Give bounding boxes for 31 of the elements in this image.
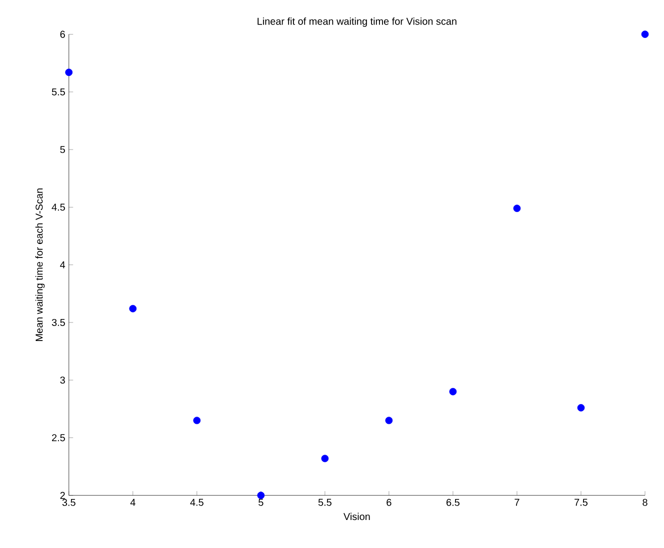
y-tick-label: 4.5 xyxy=(52,204,65,211)
x-tick-label: 5.5 xyxy=(318,498,332,506)
y-tick-label: 2.5 xyxy=(52,434,65,442)
point xyxy=(65,68,73,76)
x-tick-label: 6.5 xyxy=(446,498,460,506)
y-tick-label: 2 xyxy=(60,492,65,499)
x-tick-label: 5 xyxy=(258,498,264,506)
x-tick-label: 7 xyxy=(514,498,520,506)
x-tick-label: 4 xyxy=(130,498,136,506)
x-axis-title: Vision xyxy=(344,512,370,520)
point xyxy=(257,492,265,500)
point xyxy=(385,416,393,424)
x-tick-label: 4.5 xyxy=(190,498,204,506)
point xyxy=(321,454,329,462)
point xyxy=(129,305,137,312)
y-tick-label: 3.5 xyxy=(52,319,65,326)
point xyxy=(577,404,585,412)
x-tick-label: 6 xyxy=(386,498,392,506)
y-tick-label: 4 xyxy=(60,261,66,268)
x-tick-label: 7.5 xyxy=(574,498,588,506)
x-tick-label: 8 xyxy=(642,498,648,506)
y-axis-title: Mean waiting time for each V-Scan xyxy=(35,188,45,342)
y-tick-label: 3 xyxy=(60,376,65,384)
point xyxy=(513,204,521,212)
y-tick-label: 5 xyxy=(60,146,65,154)
y-tick-label: 6 xyxy=(60,30,65,38)
chart-title: Linear fit of mean waiting time for Vision scan xyxy=(258,18,456,27)
point xyxy=(449,388,457,396)
point xyxy=(641,30,649,38)
point xyxy=(193,416,201,424)
y-tick-label: 5.5 xyxy=(52,88,65,96)
